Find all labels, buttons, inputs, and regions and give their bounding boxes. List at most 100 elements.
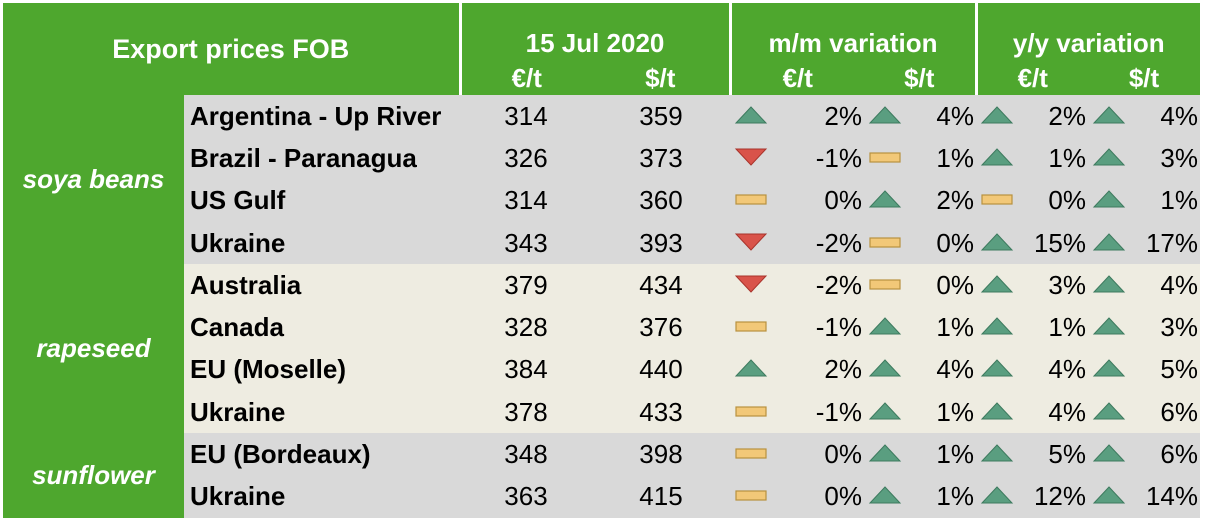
up-icon: [1092, 147, 1126, 167]
flat-icon: [734, 401, 768, 421]
origin-name: EU (Bordeaux): [184, 433, 460, 476]
up-icon: [1092, 274, 1126, 294]
table-row: Canada 328 376 -1% 1% 1% 3%: [3, 306, 1200, 349]
variation-value: 0%: [1048, 185, 1086, 216]
variation-value: 6%: [1160, 396, 1198, 427]
up-icon: [980, 274, 1014, 294]
variation-value: 4%: [1048, 354, 1086, 385]
flat-icon: [734, 485, 768, 505]
price-usd: 373: [592, 137, 730, 180]
variation-yy-usd: 4%: [1088, 95, 1200, 138]
up-icon: [868, 443, 902, 463]
variation-yy-eur: 15%: [976, 221, 1088, 265]
price-usd: 434: [592, 264, 730, 307]
variation-value: 0%: [824, 185, 862, 216]
variation-mm-usd: 1%: [864, 475, 976, 518]
table-header: Export prices FOB 15 Jul 2020 m/m variat…: [3, 3, 1200, 95]
up-icon: [980, 485, 1014, 505]
flat-icon: [734, 316, 768, 336]
up-icon: [868, 316, 902, 336]
eur-unit-header: €/t: [460, 63, 592, 95]
variation-mm-eur: -2%: [730, 264, 864, 307]
origin-name: Argentina - Up River: [184, 95, 460, 138]
up-icon: [1092, 232, 1126, 252]
yy-usd-unit-header: $/t: [1088, 63, 1200, 95]
date-header: 15 Jul 2020: [460, 3, 732, 63]
variation-mm-eur: -1%: [730, 306, 864, 349]
variation-mm-usd: 4%: [864, 348, 976, 392]
variation-mm-usd: 0%: [864, 221, 976, 265]
variation-value: -2%: [815, 227, 862, 258]
table-row: Ukraine 378 433 -1% 1% 4% 6%: [3, 391, 1200, 434]
variation-value: 1%: [1048, 142, 1086, 173]
variation-value: 2%: [824, 354, 862, 385]
mm-eur-unit-header: €/t: [730, 63, 864, 95]
price-usd: 393: [592, 221, 730, 265]
flat-icon: [980, 189, 1014, 209]
mm-usd-unit-header: $/t: [864, 63, 978, 95]
variation-value: 4%: [936, 100, 974, 131]
variation-yy-eur: 2%: [976, 95, 1088, 138]
variation-yy-usd: 6%: [1088, 433, 1200, 476]
variation-yy-eur: 0%: [976, 179, 1088, 222]
variation-value: 0%: [824, 481, 862, 512]
up-icon: [1092, 401, 1126, 421]
variation-mm-usd: 1%: [864, 391, 976, 434]
export-prices-table: Export prices FOB 15 Jul 2020 m/m variat…: [3, 3, 1200, 518]
variation-value: 4%: [1160, 100, 1198, 131]
flat-icon: [868, 147, 902, 167]
variation-value: -2%: [815, 269, 862, 300]
variation-value: 0%: [936, 227, 974, 258]
variation-yy-eur: 4%: [976, 348, 1088, 392]
yy-variation-header: y/y variation: [976, 3, 1200, 63]
variation-value: 0%: [936, 269, 974, 300]
origin-name: Ukraine: [184, 475, 460, 518]
variation-value: 1%: [936, 481, 974, 512]
price-eur: 384: [460, 348, 592, 392]
price-usd: 433: [592, 391, 730, 434]
up-icon: [980, 443, 1014, 463]
group-label: rapeseed: [3, 264, 184, 434]
variation-yy-usd: 4%: [1088, 264, 1200, 307]
down-icon: [734, 147, 768, 167]
origin-name: Australia: [184, 264, 460, 307]
variation-value: 5%: [1048, 439, 1086, 470]
up-icon: [868, 401, 902, 421]
up-icon: [980, 401, 1014, 421]
variation-value: 4%: [1048, 396, 1086, 427]
variation-value: -1%: [815, 312, 862, 343]
down-icon: [734, 274, 768, 294]
variation-yy-eur: 3%: [976, 264, 1088, 307]
variation-mm-eur: 0%: [730, 433, 864, 476]
variation-value: 2%: [824, 100, 862, 131]
variation-yy-usd: 17%: [1088, 221, 1200, 265]
flat-icon: [868, 274, 902, 294]
variation-yy-eur: 4%: [976, 391, 1088, 434]
variation-value: -1%: [815, 396, 862, 427]
price-usd: 440: [592, 348, 730, 392]
up-icon: [868, 105, 902, 125]
origin-name: Ukraine: [184, 221, 460, 265]
variation-value: 1%: [936, 396, 974, 427]
variation-mm-eur: 0%: [730, 179, 864, 222]
variation-value: 3%: [1048, 269, 1086, 300]
price-usd: 398: [592, 433, 730, 476]
variation-value: 1%: [936, 312, 974, 343]
variation-mm-usd: 2%: [864, 179, 976, 222]
usd-unit-header: $/t: [592, 63, 732, 95]
variation-mm-eur: -1%: [730, 391, 864, 434]
price-usd: 359: [592, 95, 730, 138]
up-icon: [868, 485, 902, 505]
variation-value: 6%: [1160, 439, 1198, 470]
variation-value: 0%: [824, 439, 862, 470]
up-icon: [734, 105, 768, 125]
price-eur: 328: [460, 306, 592, 349]
group-label: soya beans: [3, 95, 184, 265]
variation-mm-usd: 1%: [864, 137, 976, 180]
variation-value: 1%: [1160, 185, 1198, 216]
variation-yy-eur: 12%: [976, 475, 1088, 518]
price-usd: 376: [592, 306, 730, 349]
origin-name: Canada: [184, 306, 460, 349]
variation-value: 2%: [1048, 100, 1086, 131]
variation-mm-usd: 4%: [864, 95, 976, 138]
